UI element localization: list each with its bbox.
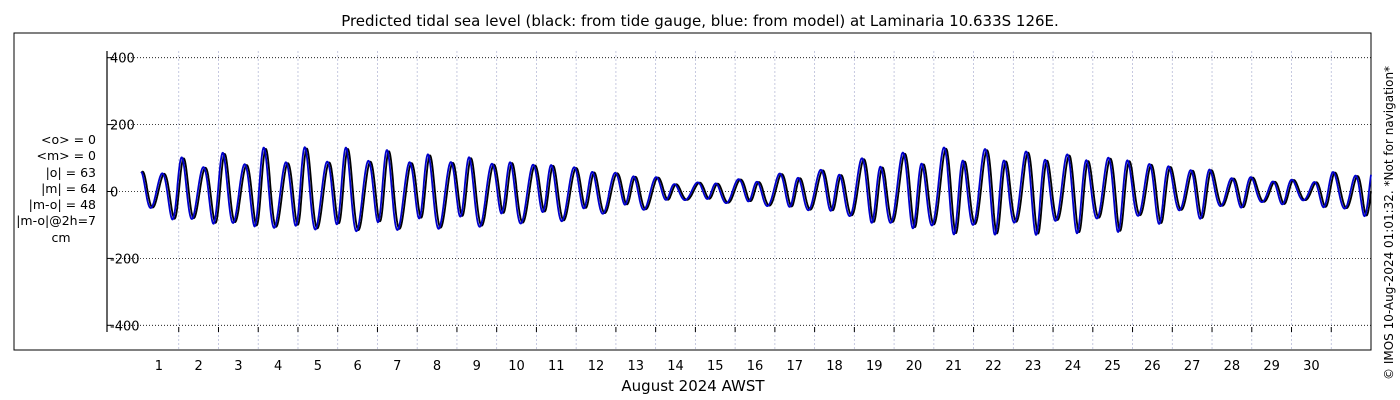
stat-abs-diff-2h: |m-o|@2h=7 [16, 213, 96, 229]
stat-mean-obs: <o> = 0 [41, 132, 96, 147]
x-tick-label: 22 [985, 359, 1002, 374]
stat-abs-obs: |o| = 63 [45, 164, 96, 180]
series-line-tide-gauge [140, 147, 1372, 235]
y-tick-label: -400 [110, 319, 140, 334]
series-line-model [140, 146, 1372, 236]
x-axis-label: August 2024 AWST [621, 377, 765, 395]
x-tick-label: 29 [1263, 359, 1280, 374]
x-tick-label: 14 [667, 359, 684, 374]
x-tick-label: 28 [1224, 359, 1241, 374]
x-tick-label: 26 [1144, 359, 1161, 374]
x-tick-label: 30 [1303, 359, 1320, 374]
x-tick-label: 20 [906, 359, 923, 374]
x-tick-label: 7 [393, 359, 401, 374]
y-tick-label: 0 [110, 186, 118, 201]
x-tick-label: 15 [707, 359, 724, 374]
stat-unit: cm [51, 229, 71, 245]
x-tick-label: 13 [628, 359, 645, 374]
y-axis-ticks: -400 -200 0 200 400 [107, 52, 140, 334]
x-tick-label: 1 [155, 359, 163, 374]
grid-lines [107, 51, 1371, 350]
x-tick-label: 19 [866, 359, 883, 374]
x-axis-ticks: 1 2 3 4 5 6 7 8 9 10 11 12 13 14 15 16 17 18 19 20 21 22 23 24 2… [155, 327, 1332, 374]
y-tick-label: 200 [110, 119, 135, 134]
x-tick-label: 18 [826, 359, 843, 374]
x-tick-label: 12 [588, 359, 605, 374]
x-tick-label: 23 [1025, 359, 1042, 374]
x-tick-label: 17 [786, 359, 803, 374]
x-tick-label: 27 [1184, 359, 1201, 374]
x-tick-label: 5 [314, 359, 322, 374]
y-tick-label: 400 [110, 52, 135, 67]
x-tick-label: 16 [747, 359, 764, 374]
x-tick-label: 10 [508, 359, 525, 374]
x-tick-label: 4 [274, 359, 282, 374]
stat-mean-model: <m> = 0 [36, 148, 97, 164]
x-tick-label: 24 [1065, 359, 1082, 374]
stat-abs-diff: |m-o| = 48 [28, 197, 96, 213]
x-tick-label: 8 [433, 359, 441, 374]
y-tick-label: -200 [110, 252, 140, 267]
x-tick-label: 6 [353, 359, 361, 374]
x-tick-label: 25 [1104, 359, 1121, 374]
x-tick-label: 21 [945, 359, 962, 374]
x-tick-label: 9 [473, 359, 481, 374]
series-layer [140, 146, 1372, 236]
stats-panel: <o> = 0 <m> = 0 |o| = 63 |m| = 64 |m-o| … [14, 132, 108, 246]
x-tick-label: 2 [194, 359, 202, 374]
stat-abs-model: |m| = 64 [41, 180, 96, 196]
x-tick-label: 3 [234, 359, 242, 374]
chart-title: Predicted tidal sea level (black: from t… [341, 12, 1059, 30]
x-tick-label: 11 [548, 359, 565, 374]
copyright-note: © IMOS 10-Aug-2024 01:01:32. *Not for na… [1382, 66, 1396, 380]
